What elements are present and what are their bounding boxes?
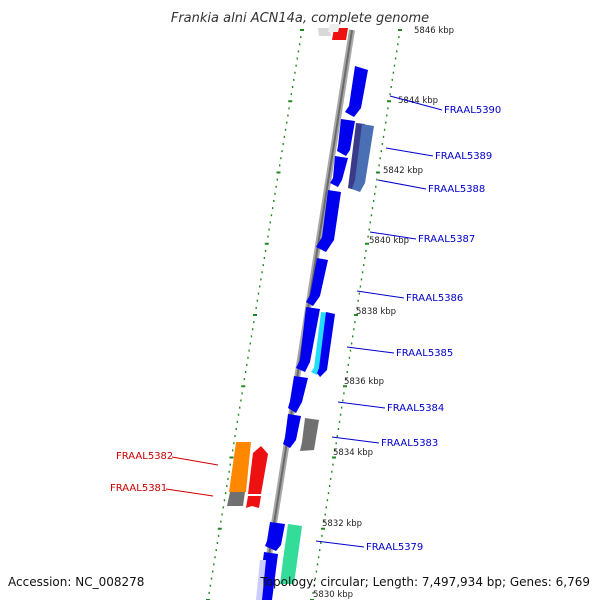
kbp-label: 5842 kbp: [383, 166, 423, 176]
gene-arrow-fraal5382-grey[interactable]: [227, 492, 245, 506]
gene-arrow-fraal5384[interactable]: [288, 376, 308, 413]
map-title: Frankia alni ACN14a, complete genome: [171, 11, 429, 26]
gene-label[interactable]: FRAAL5388: [428, 184, 485, 195]
gene-arrow-fraal5383[interactable]: [300, 418, 319, 451]
gene-label[interactable]: FRAAL5383: [381, 438, 438, 449]
gene-label[interactable]: FRAAL5384: [387, 403, 444, 414]
gene-label[interactable]: FRAAL5379: [366, 542, 423, 553]
gene-feature-top-white[interactable]: [328, 24, 340, 32]
gene-arrow-fraal5381-b[interactable]: [246, 496, 261, 508]
gene-label[interactable]: FRAAL5381: [110, 483, 167, 494]
kbp-label: 5846 kbp: [414, 26, 454, 36]
genome-summary-text: Topology: circular; Length: 7,497,934 bp…: [259, 575, 590, 589]
gene-label[interactable]: FRAAL5382: [116, 451, 173, 462]
kbp-label: 5836 kbp: [344, 377, 384, 387]
leader-line: [172, 457, 218, 465]
leader-line: [347, 347, 394, 353]
gene-features: [227, 24, 374, 600]
kbp-label: 5834 kbp: [333, 448, 373, 458]
inner-tick-ring: [206, 30, 304, 600]
kbp-label: 5838 kbp: [356, 307, 396, 317]
leader-line: [166, 489, 213, 496]
gene-arrow-fraal5390[interactable]: [345, 66, 368, 117]
gene-label[interactable]: FRAAL5387: [418, 234, 475, 245]
leader-line: [378, 180, 426, 189]
kbp-label: 5844 kbp: [398, 96, 438, 106]
leader-line: [386, 148, 433, 156]
gene-arrow-fraal5379[interactable]: [265, 522, 285, 551]
gene-label[interactable]: FRAAL5385: [396, 348, 453, 359]
leader-line: [338, 402, 385, 408]
gene-label[interactable]: FRAAL5390: [444, 105, 501, 116]
leader-line: [357, 291, 404, 298]
kbp-scale: 5846 kbp 5844 kbp 5842 kbp 5840 kbp 5838…: [313, 26, 454, 600]
gene-label[interactable]: FRAAL5389: [435, 151, 492, 162]
gene-label[interactable]: FRAAL5386: [406, 293, 463, 304]
leader-line: [316, 541, 364, 547]
kbp-label: 5832 kbp: [322, 519, 362, 529]
gene-arrow-fraal5381[interactable]: [248, 446, 268, 494]
accession-text: Accession: NC_008278: [8, 575, 144, 589]
leader-line: [332, 437, 379, 443]
kbp-label: 5830 kbp: [313, 590, 353, 600]
